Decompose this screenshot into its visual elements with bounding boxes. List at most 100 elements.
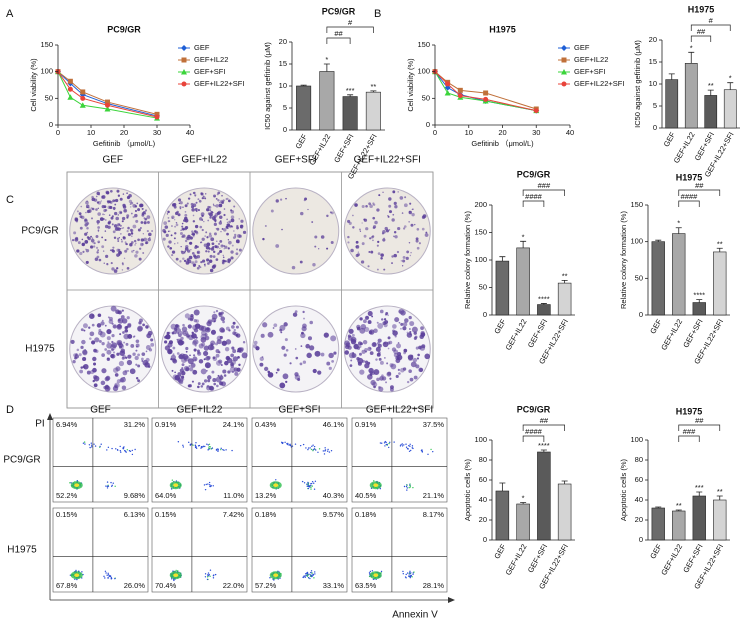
error-bar	[540, 303, 547, 305]
colony	[402, 322, 408, 327]
colony	[195, 319, 199, 323]
colony	[292, 312, 298, 317]
colony	[101, 236, 104, 239]
colony	[214, 245, 218, 249]
colony	[409, 254, 412, 257]
colony	[219, 239, 223, 243]
colony	[111, 340, 114, 344]
colony	[141, 352, 146, 356]
colony	[193, 354, 196, 357]
quadrant-label: 11.0%	[223, 491, 244, 500]
x-tick-label: 30	[532, 128, 540, 137]
colony	[97, 313, 102, 318]
colony	[139, 227, 142, 229]
colony	[119, 197, 123, 201]
colony	[97, 229, 100, 232]
colony	[89, 245, 94, 249]
error-bar	[696, 491, 703, 496]
event	[204, 576, 207, 578]
x-tick-label: 20	[498, 128, 506, 137]
colony	[387, 347, 390, 350]
colony	[74, 237, 79, 242]
quadrant-label: 21.1%	[423, 491, 445, 500]
chart-title: PC9/GR	[517, 404, 551, 414]
chart-title: H1975	[676, 172, 703, 182]
colony	[388, 340, 393, 345]
bar	[516, 503, 530, 541]
colony	[189, 236, 193, 240]
colony	[184, 213, 188, 217]
colony	[135, 349, 138, 352]
colony	[227, 239, 230, 241]
quadrant-label: 6.94%	[56, 420, 78, 429]
event	[326, 450, 329, 452]
colony	[177, 339, 184, 346]
colony	[94, 257, 99, 261]
legend-marker	[561, 45, 567, 51]
colony	[306, 352, 312, 359]
colony	[240, 347, 244, 352]
colony	[104, 238, 107, 242]
colony	[231, 325, 235, 329]
event	[94, 445, 97, 447]
event	[427, 453, 429, 456]
event	[384, 440, 387, 443]
event	[107, 572, 109, 575]
colony	[130, 235, 133, 238]
colony	[408, 369, 412, 373]
event	[307, 484, 309, 486]
colony	[180, 336, 184, 341]
event	[307, 447, 310, 449]
colony	[83, 363, 89, 370]
colony	[206, 385, 211, 391]
row-label: PC9/GR	[3, 455, 40, 466]
quadrant-label: 0.91%	[355, 420, 377, 429]
colony	[101, 319, 104, 322]
colony	[225, 198, 227, 200]
colony	[136, 345, 138, 348]
chart-title: PC9/GR	[517, 169, 551, 179]
event	[409, 443, 411, 445]
colony	[146, 333, 152, 339]
colony	[356, 326, 361, 331]
colony	[162, 228, 166, 233]
colony	[359, 342, 363, 346]
colony	[165, 233, 169, 237]
colony	[112, 351, 116, 354]
colony	[267, 370, 271, 374]
event	[112, 482, 114, 484]
event	[217, 450, 219, 453]
colony	[228, 240, 232, 245]
colony	[388, 229, 391, 231]
colony	[219, 220, 222, 222]
colony	[300, 332, 306, 339]
event	[405, 485, 408, 488]
colony	[192, 356, 198, 362]
colony	[193, 348, 197, 352]
colony	[199, 225, 203, 229]
bar	[684, 63, 698, 129]
colony	[360, 260, 365, 264]
event	[307, 448, 309, 451]
colony	[382, 238, 386, 242]
column-label: GEF+IL22	[177, 405, 223, 416]
significance: **	[562, 271, 568, 280]
colony	[188, 334, 194, 341]
colony	[369, 370, 373, 375]
colony	[383, 357, 386, 359]
legend-marker	[561, 69, 567, 75]
colony	[192, 339, 199, 345]
colony	[95, 195, 98, 198]
colony	[397, 342, 400, 344]
colony	[207, 205, 210, 209]
event	[309, 486, 311, 488]
colony	[184, 226, 189, 230]
event	[129, 450, 132, 453]
colony	[76, 348, 80, 352]
colony	[232, 349, 237, 354]
colony	[119, 227, 122, 230]
y-tick-label: 0	[483, 310, 487, 319]
colony	[95, 246, 99, 249]
event	[409, 449, 412, 452]
event	[111, 447, 113, 450]
